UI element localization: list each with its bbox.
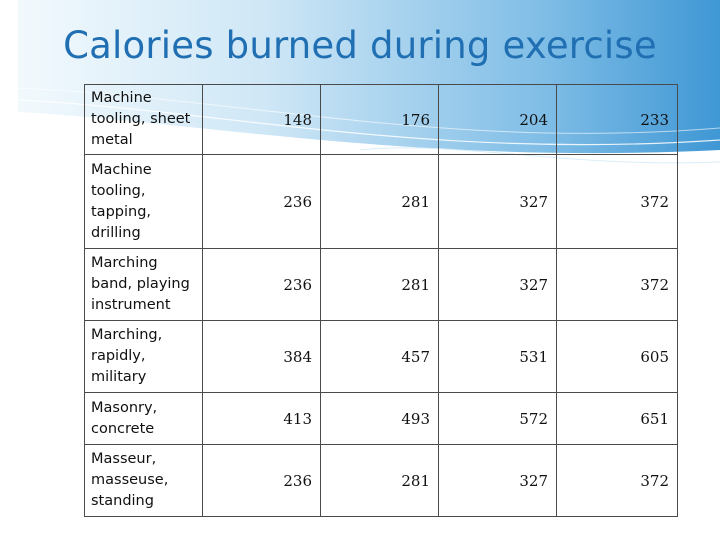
value-cell: 148 <box>202 84 321 155</box>
slide-title: Calories burned during exercise <box>63 24 657 67</box>
activity-cell: Machine tooling, sheet metal <box>84 84 203 155</box>
table-row: Masonry, concrete 413 493 572 651 <box>84 392 678 445</box>
value-cell: 372 <box>556 444 678 517</box>
table-row: Marching band, playing instrument 236 28… <box>84 248 678 321</box>
activity-cell: Marching, rapidly, military <box>84 320 203 393</box>
value-cell: 572 <box>438 392 557 445</box>
value-cell: 651 <box>556 392 678 445</box>
value-cell: 327 <box>438 444 557 517</box>
value-cell: 281 <box>320 248 439 321</box>
value-cell: 457 <box>320 320 439 393</box>
value-cell: 281 <box>320 154 439 249</box>
value-cell: 233 <box>556 84 678 155</box>
value-cell: 236 <box>202 444 321 517</box>
value-cell: 327 <box>438 248 557 321</box>
table-row: Machine tooling, sheet metal 148 176 204… <box>84 84 678 155</box>
value-cell: 493 <box>320 392 439 445</box>
calories-table: Machine tooling, sheet metal 148 176 204… <box>84 84 678 517</box>
activity-cell: Marching band, playing instrument <box>84 248 203 321</box>
value-cell: 531 <box>438 320 557 393</box>
value-cell: 605 <box>556 320 678 393</box>
activity-cell: Machine tooling, tapping, drilling <box>84 154 203 249</box>
value-cell: 372 <box>556 248 678 321</box>
table-row: Masseur, masseuse, standing 236 281 327 … <box>84 444 678 517</box>
value-cell: 204 <box>438 84 557 155</box>
value-cell: 372 <box>556 154 678 249</box>
activity-cell: Masseur, masseuse, standing <box>84 444 203 517</box>
value-cell: 236 <box>202 248 321 321</box>
value-cell: 281 <box>320 444 439 517</box>
table-row: Marching, rapidly, military 384 457 531 … <box>84 320 678 393</box>
value-cell: 327 <box>438 154 557 249</box>
table-row: Machine tooling, tapping, drilling 236 2… <box>84 154 678 249</box>
activity-cell: Masonry, concrete <box>84 392 203 445</box>
value-cell: 413 <box>202 392 321 445</box>
value-cell: 176 <box>320 84 439 155</box>
value-cell: 236 <box>202 154 321 249</box>
value-cell: 384 <box>202 320 321 393</box>
